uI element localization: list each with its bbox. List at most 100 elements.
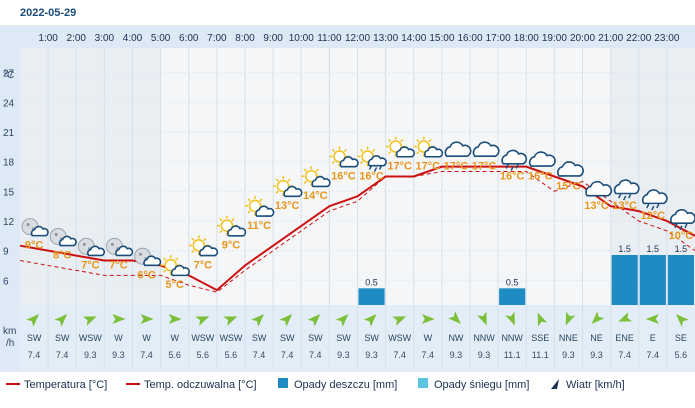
temperature-label: 16°C bbox=[359, 170, 384, 182]
temperature-unit: °C bbox=[3, 70, 14, 81]
wind-speed-label: 7.4 bbox=[393, 350, 406, 360]
rain-bar bbox=[499, 288, 526, 305]
temperature-label: 11°C bbox=[247, 220, 271, 232]
temperature-label: 7°C bbox=[194, 259, 213, 271]
wind-arrow-icon bbox=[618, 312, 633, 322]
hour-header-band bbox=[0, 26, 695, 48]
temperature-label: 17°C bbox=[444, 161, 469, 173]
wind-arrow-icon bbox=[140, 314, 154, 324]
legend-rain-swatch bbox=[278, 378, 288, 388]
cloud-icon bbox=[528, 151, 556, 167]
wind-direction-label: SSE bbox=[531, 333, 549, 343]
temperature-tick-label: 9 bbox=[3, 247, 9, 258]
temperature-label: 17°C bbox=[472, 161, 497, 173]
wind-direction-label: W bbox=[114, 333, 123, 343]
wind-speed-label: 7.4 bbox=[618, 350, 631, 360]
wind-arrow-icon bbox=[251, 314, 265, 327]
night-partly-cloudy-icon bbox=[49, 228, 77, 247]
rain-bar bbox=[358, 288, 385, 305]
wind-speed-label: 9.3 bbox=[562, 350, 575, 360]
wind-arrow-icon bbox=[477, 311, 487, 326]
wind-direction-label: ENE bbox=[615, 333, 634, 343]
temperature-label: 13°C bbox=[612, 200, 637, 212]
wind-speed-label: 9.3 bbox=[337, 350, 350, 360]
temperature-tick-label: 15 bbox=[3, 187, 15, 198]
temperature-axis: °C 6 9 12 15 18 21 24 27 bbox=[3, 69, 15, 288]
wind-arrow-icon bbox=[54, 314, 68, 327]
legend-snow: Opady śniegu [mm] bbox=[434, 379, 529, 391]
temperature-lines bbox=[19, 165, 695, 293]
wind-arrow-icon bbox=[26, 314, 40, 327]
rain-bar bbox=[667, 255, 694, 305]
wind-speed-label: 9.3 bbox=[84, 350, 97, 360]
temperature-label: 17°C bbox=[416, 161, 441, 173]
wind-arrow-icon bbox=[645, 314, 659, 324]
wind-speed-label: 9.3 bbox=[590, 350, 603, 360]
wind-speed-label: 5.6 bbox=[675, 350, 688, 360]
wind-arrow-icon bbox=[335, 314, 349, 327]
wind-arrow-icon bbox=[363, 314, 377, 327]
temperature-label: 6°C bbox=[137, 269, 156, 281]
temperature-label: 7°C bbox=[109, 259, 128, 271]
wind-direction-label: SW bbox=[364, 333, 379, 343]
night-partly-cloudy-icon bbox=[77, 237, 106, 257]
hour-label: 20:00 bbox=[570, 33, 595, 44]
wind-row: SW7.4SW7.4WSW9.3W9.3W7.4W5.6WSW5.6WSW5.6… bbox=[26, 311, 689, 360]
wind-direction-label: SW bbox=[27, 333, 42, 343]
wind-direction-label: NW bbox=[448, 333, 463, 343]
wind-speed-label: 9.3 bbox=[450, 350, 463, 360]
wind-speed-label: 9.3 bbox=[365, 350, 378, 360]
sun-cloud-icon bbox=[413, 136, 444, 158]
wind-arrow-icon bbox=[675, 314, 689, 327]
gridlines bbox=[20, 48, 695, 370]
wind-direction-label: W bbox=[170, 333, 179, 343]
wind-direction-label: WSW bbox=[219, 333, 242, 343]
wind-speed-label: 9.3 bbox=[112, 350, 125, 360]
sun-cloud-icon bbox=[329, 146, 359, 168]
wind-direction-label: SW bbox=[308, 333, 323, 343]
wind-speed-label: 5.6 bbox=[225, 350, 238, 360]
hour-label: 13:00 bbox=[373, 33, 398, 44]
date-label: 2022-05-29 bbox=[20, 7, 76, 19]
temperature-label: 9°C bbox=[25, 240, 44, 252]
wind-speed-label: 5.6 bbox=[197, 350, 210, 360]
temperature-label: 8°C bbox=[53, 250, 72, 262]
feels-like-line bbox=[19, 171, 695, 293]
temperature-label: 7°C bbox=[81, 259, 100, 271]
wind-direction-label: SW bbox=[280, 333, 295, 343]
sun-cloud-icon bbox=[245, 195, 275, 217]
wind-speed-label: 5.6 bbox=[168, 350, 181, 360]
sun-cloud-icon bbox=[385, 136, 416, 158]
wind-arrow-icon bbox=[392, 316, 407, 326]
temperature-label: 10°C bbox=[669, 230, 694, 242]
weather-icons bbox=[21, 136, 695, 277]
rain-value-label: 1.5 bbox=[675, 244, 688, 254]
hour-label: 7:00 bbox=[207, 33, 227, 44]
rain-cloud-icon bbox=[613, 179, 640, 201]
wind-arrow-icon bbox=[195, 316, 210, 326]
hour-label: 16:00 bbox=[457, 33, 482, 44]
temperature-tick-label: 12 bbox=[3, 217, 15, 228]
legend: Temperatura [°C] Temp. odczuwalna [°C] O… bbox=[6, 378, 625, 391]
legend-wind-icon bbox=[551, 379, 559, 389]
legend-wind: Wiatr [km/h] bbox=[566, 379, 625, 391]
cloud-icon bbox=[444, 141, 472, 157]
hour-label: 15:00 bbox=[429, 33, 454, 44]
hour-label: 17:00 bbox=[486, 33, 511, 44]
hour-label: 14:00 bbox=[401, 33, 426, 44]
wind-arrow-icon bbox=[279, 314, 293, 327]
wind-direction-label: W bbox=[142, 333, 151, 343]
wind-speed-label: 7.4 bbox=[422, 350, 435, 360]
wind-direction-label: WSW bbox=[79, 333, 102, 343]
temperature-tick-label: 24 bbox=[3, 98, 15, 109]
temperature-label: 15°C bbox=[556, 180, 581, 192]
hour-label: 9:00 bbox=[263, 33, 283, 44]
hour-label: 10:00 bbox=[289, 33, 314, 44]
sun-cloud-icon bbox=[188, 235, 219, 257]
temperature-label: 16°C bbox=[331, 170, 356, 182]
cloud-icon bbox=[557, 161, 584, 177]
night-partly-cloudy-icon bbox=[134, 247, 162, 267]
temperature-label: 13°C bbox=[275, 200, 300, 212]
hour-label: 23:00 bbox=[654, 33, 679, 44]
